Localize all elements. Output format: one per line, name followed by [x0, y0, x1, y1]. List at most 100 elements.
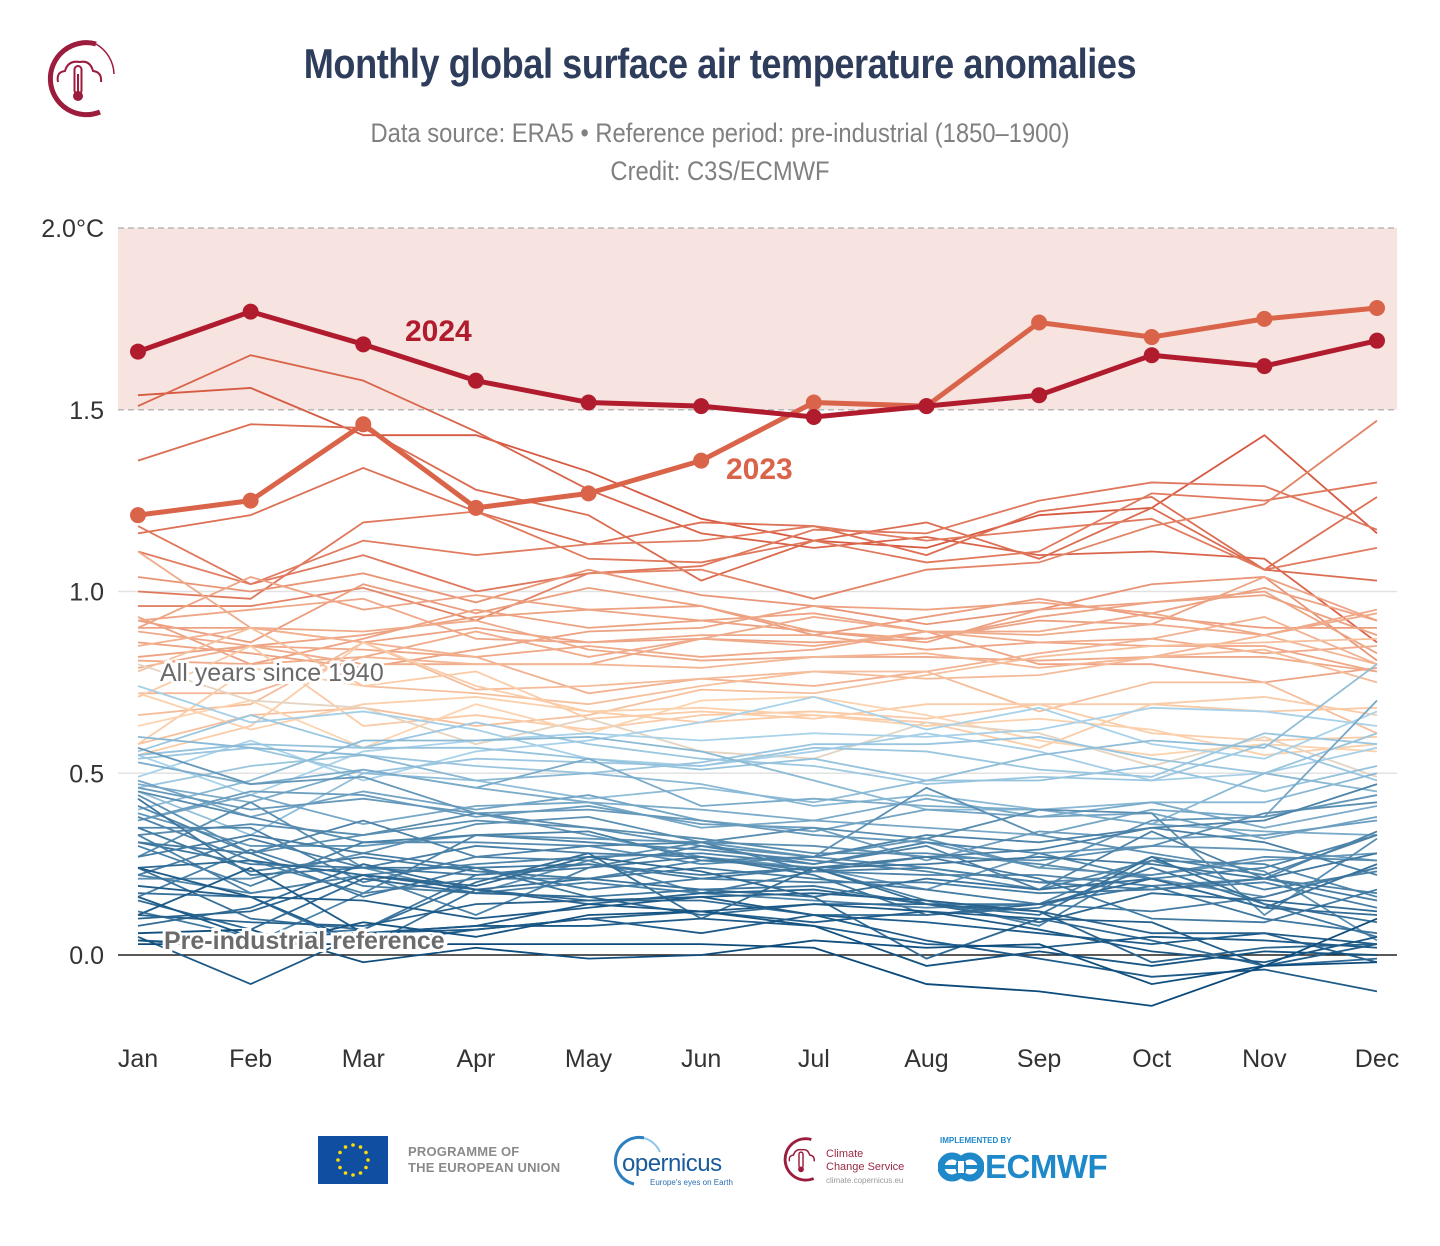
year-line-1980: [137, 714, 1378, 786]
year-line-1942: [137, 805, 1378, 909]
year-line-2007: [137, 550, 1378, 673]
year-line-1971: [137, 895, 1378, 945]
year-line-1984: [137, 757, 1378, 836]
year-line-2006: [137, 612, 1378, 669]
year-line-1941: [137, 841, 1378, 938]
year-line-1998: [137, 576, 1378, 684]
point-2024-Nov: [1256, 358, 1273, 375]
eu-programme-text: PROGRAMME OF THE EUROPEAN UNION: [408, 1144, 560, 1176]
year-line-1955: [137, 885, 1378, 967]
year-line-1951: [137, 852, 1378, 938]
year-line-1989: [137, 732, 1378, 789]
x-tick-label: Sep: [1017, 1045, 1061, 1073]
year-line-1946: [137, 852, 1378, 931]
chart-subtitle: Data source: ERA5 • Reference period: pr…: [370, 118, 1070, 148]
grid-lines: [118, 227, 1397, 956]
year-line-1977: [137, 735, 1378, 826]
year-line-1966: [137, 874, 1378, 964]
year-line-1963: [137, 826, 1378, 898]
ecmwf-wordmark: ECMWF: [985, 1148, 1108, 1185]
eu-line-2: THE EUROPEAN UNION: [408, 1160, 561, 1175]
x-tick-label: Nov: [1242, 1045, 1287, 1073]
year-line-1975: [137, 855, 1378, 967]
year-line-1991: [137, 696, 1378, 756]
eu-star-icon: [364, 1150, 368, 1155]
point-2024-May: [580, 394, 597, 411]
year-line-1990: [137, 641, 1378, 756]
year-line-1944: [137, 746, 1378, 891]
label-2023: 2023: [726, 453, 793, 486]
point-2023-Mar: [355, 416, 372, 433]
point-2023-Apr: [467, 499, 484, 516]
year-line-1976: [137, 917, 1378, 986]
year-line-2013: [138, 575, 1378, 644]
year-line-1981: [137, 685, 1378, 782]
year-line-1950: [137, 903, 1378, 986]
year-line-1964: [137, 866, 1378, 993]
year-line-1962: [137, 834, 1378, 902]
copernicus-tagline: Europe's eyes on Earth: [650, 1178, 733, 1187]
c3s-line-2: Change Service: [826, 1161, 905, 1173]
implemented-by-label: IMPLEMENTED BY: [940, 1136, 1012, 1145]
year-line-2021: [137, 481, 1378, 593]
year-line-1988: [137, 692, 1378, 756]
point-2023-Jun: [693, 452, 710, 469]
point-2024-Feb: [242, 303, 259, 320]
footer-logos: PROGRAMME OF THE EUROPEAN UNION opernicu…: [0, 1134, 1440, 1194]
year-line-1952: [137, 841, 1378, 924]
point-2023-Nov: [1256, 310, 1273, 327]
copernicus-wordmark: opernicus: [622, 1150, 722, 1177]
year-line-2014: [137, 583, 1377, 644]
point-2023-Jul: [805, 394, 822, 411]
x-tick-label: Jan: [118, 1045, 158, 1073]
year-line-1954: [137, 866, 1378, 949]
year-line-2015: [138, 419, 1378, 622]
year-line-2019: [137, 466, 1378, 571]
copernicus-logo-icon: [613, 1135, 661, 1186]
year-line-1967: [137, 877, 1378, 931]
point-2024-Sep: [1031, 387, 1048, 404]
x-tick-label: Feb: [229, 1045, 272, 1073]
point-2024-Mar: [355, 336, 372, 353]
year-line-2001: [138, 634, 1378, 695]
eu-star-icon: [338, 1165, 342, 1170]
year-line-2023: [137, 305, 1378, 518]
point-2024-Jun: [693, 398, 710, 415]
year-line-1958: [137, 790, 1378, 884]
year-line-2011: [137, 616, 1378, 666]
year-line-2017: [137, 423, 1378, 582]
year-line-1985: [137, 779, 1378, 840]
point-2024-Dec: [1369, 332, 1385, 349]
year-line-2018: [137, 481, 1378, 600]
year-line-2016: [137, 354, 1378, 644]
eu-star-icon: [358, 1171, 363, 1175]
y-tick-label: 0.5: [69, 760, 104, 788]
year-line-1987: [137, 695, 1378, 782]
year-line-2003: [137, 608, 1378, 658]
highlight-year-lines: [130, 299, 1385, 524]
y-tick-label: 2.0°C: [41, 215, 104, 243]
shaded-band-1p5-to-2: [118, 228, 1397, 410]
point-2024-Apr: [467, 372, 484, 389]
eu-star-icon: [343, 1145, 348, 1149]
year-line-1953: [137, 812, 1378, 898]
chart-title: Monthly global surface air temperature a…: [303, 40, 1137, 87]
point-2023-May: [580, 485, 597, 502]
point-2024-Jul: [805, 409, 822, 426]
y-tick-label: 1.5: [69, 397, 104, 425]
year-line-2004: [137, 616, 1378, 695]
c3s-url: climate.copernicus.eu: [826, 1176, 904, 1185]
x-tick-label: Dec: [1355, 1045, 1399, 1073]
year-line-2012: [137, 590, 1378, 658]
point-2023-Sep: [1031, 314, 1048, 331]
x-tick-label: Apr: [456, 1045, 495, 1073]
ecmwf-symbol-icon: [938, 1152, 984, 1182]
eu-star-icon: [343, 1171, 348, 1175]
year-line-1949: [137, 797, 1378, 935]
point-2023-Feb: [242, 492, 259, 509]
eu-star-icon: [336, 1158, 340, 1162]
x-tick-label: Oct: [1132, 1045, 1171, 1073]
eu-flag-icon: [318, 1136, 388, 1184]
year-line-1956: [138, 943, 1378, 1007]
point-2023-Oct: [1143, 329, 1160, 346]
